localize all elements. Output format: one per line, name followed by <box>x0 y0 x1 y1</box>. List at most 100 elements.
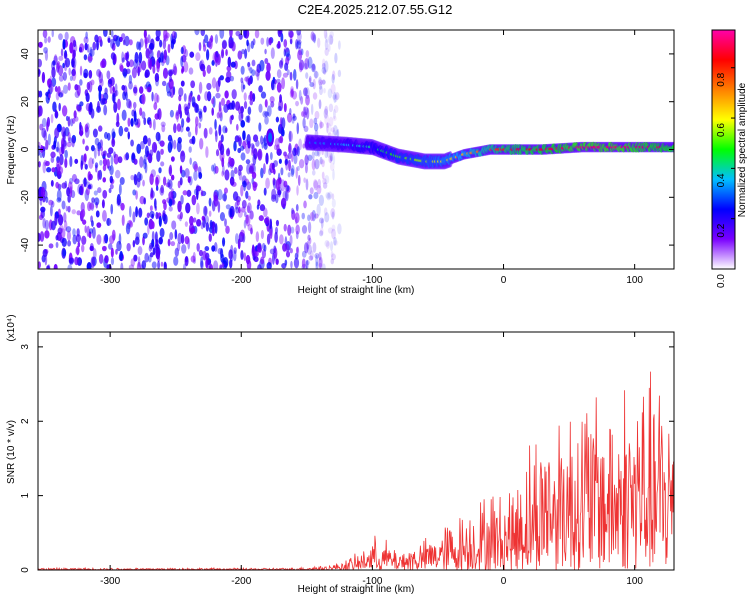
heatmap-cell <box>308 194 313 200</box>
heatmap-cell <box>318 257 323 269</box>
heatmap-cell <box>193 163 199 172</box>
heatmap-cell <box>295 224 300 235</box>
heatmap-cell <box>97 149 101 157</box>
heatmap-cell <box>170 174 175 181</box>
heatmap-cell <box>111 138 116 148</box>
heatmap-cell <box>244 48 248 59</box>
heatmap-cell <box>173 256 179 266</box>
heatmap-cell <box>205 49 210 61</box>
heatmap-cell <box>254 69 260 77</box>
heatmap-cell <box>324 174 330 185</box>
heatmap-cell <box>163 213 168 225</box>
snr-frame <box>37 331 675 571</box>
heatmap-cell <box>69 75 74 82</box>
heatmap-cell <box>313 70 319 79</box>
heatmap-cell <box>103 104 108 116</box>
heatmap-cell <box>67 82 71 91</box>
heatmap-cell <box>61 144 65 155</box>
heatmap-cell <box>228 156 232 165</box>
heatmap-cell <box>83 177 87 188</box>
heatmap-cell <box>224 90 229 99</box>
heatmap-cell <box>280 167 284 176</box>
heatmap-cell <box>271 162 275 171</box>
heatmap-cell <box>99 78 104 88</box>
heatmap-cell <box>45 160 50 167</box>
heatmap-cell <box>50 151 56 159</box>
heatmap-cell <box>189 94 193 101</box>
heatmap-cell <box>125 152 130 161</box>
heatmap-cell <box>187 131 192 138</box>
heatmap-cell <box>284 62 289 71</box>
heatmap-cell <box>177 200 182 213</box>
colorbar-gradient <box>712 30 735 269</box>
heatmap-cell <box>58 92 63 98</box>
heatmap-cell <box>301 258 306 269</box>
heatmap-cell <box>180 80 185 87</box>
heatmap-cell <box>92 41 97 51</box>
heatmap-cell <box>309 118 314 129</box>
heatmap-cell <box>301 48 304 56</box>
heatmap-cell <box>199 111 203 123</box>
heatmap-cell <box>334 52 338 64</box>
heatmap-cell <box>298 158 305 169</box>
heatmap-cell <box>208 197 212 207</box>
heatmap-cell <box>252 38 256 46</box>
heatmap-cell <box>262 137 266 144</box>
heatmap-cell <box>326 122 332 135</box>
heatmap-cell <box>194 124 198 136</box>
heatmap-cell <box>162 199 167 205</box>
heatmap-cell <box>82 219 87 225</box>
heatmap-cell <box>102 235 106 245</box>
heatmap-cell <box>275 219 279 227</box>
heatmap-cell <box>57 214 64 226</box>
heatmap-cell <box>109 183 114 190</box>
heatmap-cell <box>290 226 295 234</box>
heatmap-cell <box>187 176 191 184</box>
colorbar-ticks: 0.0 0.2 0.4 0.6 0.8 <box>716 67 735 288</box>
heatmap-cell <box>285 250 291 258</box>
heatmap-cell <box>295 166 298 179</box>
heatmap-cell <box>181 118 185 128</box>
heatmap-cell <box>97 170 100 181</box>
heatmap-cell <box>51 66 56 79</box>
heatmap-cell <box>265 152 269 165</box>
heatmap-cell <box>151 261 157 269</box>
heatmap-cell <box>160 121 166 127</box>
heatmap-cell <box>144 37 148 50</box>
heatmap-cell <box>90 145 95 152</box>
heatmap-cell <box>331 198 336 208</box>
heatmap-cell <box>139 107 143 116</box>
heatmap-cell <box>43 46 48 54</box>
x-tick-label: -200 <box>231 275 251 286</box>
heatmap-cell <box>71 58 75 66</box>
heatmap-cell <box>71 69 76 77</box>
heatmap-cell <box>143 197 147 205</box>
heatmap-cell <box>220 97 226 106</box>
heatmap-cell <box>311 169 316 176</box>
heatmap-cell <box>131 67 137 79</box>
heatmap-cell <box>311 63 316 71</box>
heatmap-cell <box>248 165 254 174</box>
heatmap-cell <box>249 163 255 174</box>
heatmap-cell <box>151 221 155 229</box>
heatmap-cell <box>332 94 337 100</box>
heatmap-cell <box>117 156 123 164</box>
heatmap-cell <box>153 92 159 104</box>
heatmap-cell <box>213 163 217 175</box>
heatmap-cell <box>83 153 87 163</box>
heatmap-cell <box>235 123 239 131</box>
heatmap-cell <box>92 226 96 239</box>
heatmap-cell <box>86 262 92 269</box>
heatmap-cell <box>159 227 165 238</box>
heatmap-cell <box>313 117 318 125</box>
heatmap-cell <box>321 263 326 269</box>
heatmap-cell <box>66 141 72 148</box>
heatmap-cell <box>39 152 43 158</box>
heatmap-cell <box>85 186 90 196</box>
heatmap-cell <box>206 64 212 74</box>
heatmap-cell <box>191 194 197 206</box>
heatmap-cell <box>329 31 334 38</box>
heatmap-cell <box>230 114 234 121</box>
colorbar-tick-label: 0.6 <box>716 123 727 137</box>
heatmap-cell <box>236 199 240 206</box>
